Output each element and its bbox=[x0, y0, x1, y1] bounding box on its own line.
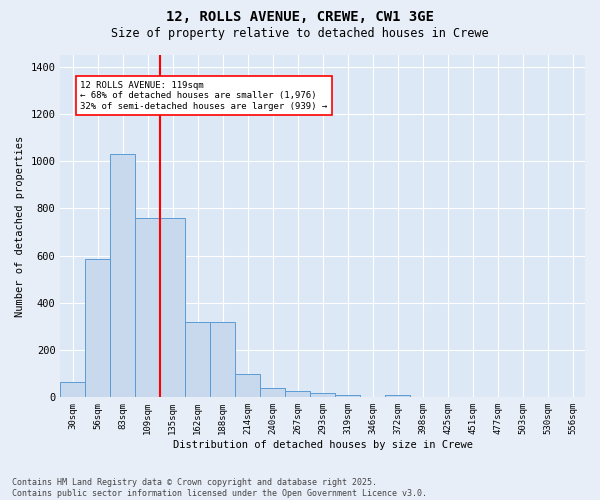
Bar bbox=[61, 382, 85, 398]
Text: Contains HM Land Registry data © Crown copyright and database right 2025.
Contai: Contains HM Land Registry data © Crown c… bbox=[12, 478, 427, 498]
Bar bbox=[210, 322, 235, 398]
Bar bbox=[185, 322, 210, 398]
Text: Size of property relative to detached houses in Crewe: Size of property relative to detached ho… bbox=[111, 28, 489, 40]
X-axis label: Distribution of detached houses by size in Crewe: Distribution of detached houses by size … bbox=[173, 440, 473, 450]
Text: 12 ROLLS AVENUE: 119sqm
← 68% of detached houses are smaller (1,976)
32% of semi: 12 ROLLS AVENUE: 119sqm ← 68% of detache… bbox=[80, 81, 328, 111]
Text: 12, ROLLS AVENUE, CREWE, CW1 3GE: 12, ROLLS AVENUE, CREWE, CW1 3GE bbox=[166, 10, 434, 24]
Y-axis label: Number of detached properties: Number of detached properties bbox=[15, 136, 25, 317]
Bar bbox=[310, 393, 335, 398]
Bar bbox=[260, 388, 285, 398]
Bar bbox=[160, 218, 185, 398]
Bar bbox=[85, 259, 110, 398]
Bar bbox=[110, 154, 136, 398]
Bar bbox=[335, 394, 360, 398]
Bar bbox=[235, 374, 260, 398]
Bar bbox=[136, 218, 160, 398]
Bar bbox=[285, 392, 310, 398]
Bar bbox=[385, 394, 410, 398]
